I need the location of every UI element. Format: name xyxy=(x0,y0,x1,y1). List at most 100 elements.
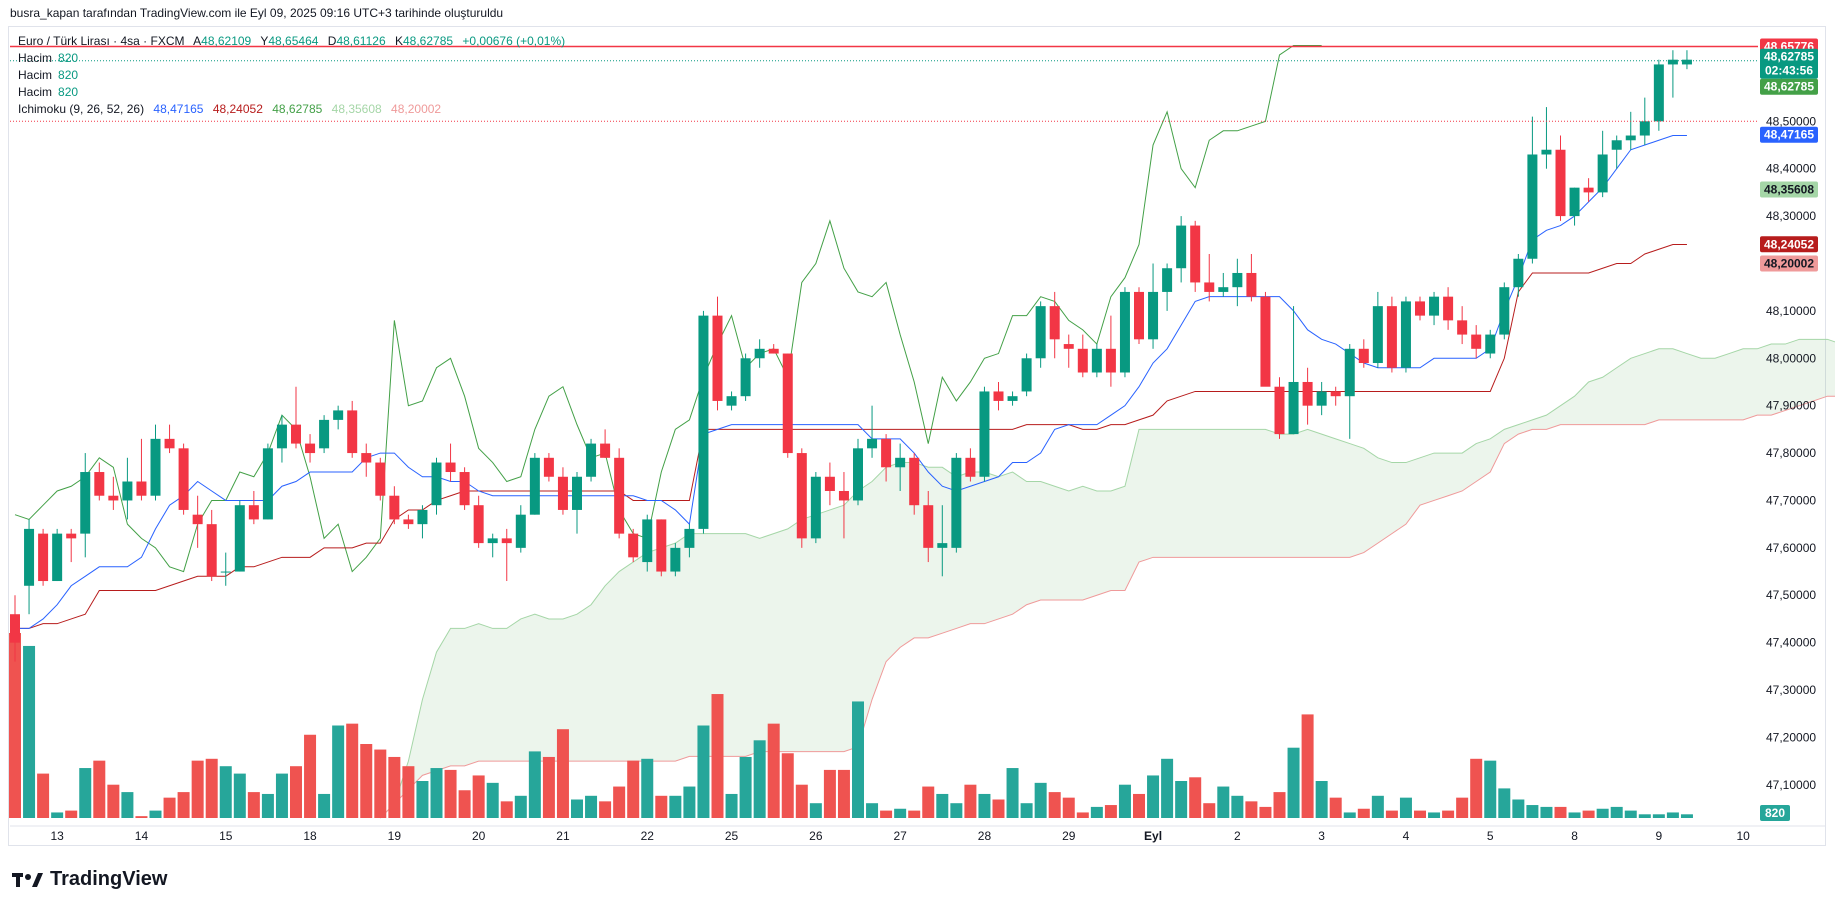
candle-body xyxy=(1190,225,1201,283)
candle-body xyxy=(1204,282,1215,292)
volume-bar xyxy=(1147,775,1160,818)
volume-bar xyxy=(500,801,513,818)
volume-bar xyxy=(711,694,724,818)
volume-bar xyxy=(458,790,471,818)
time-tick-label: 10 xyxy=(1736,829,1750,843)
candle-body xyxy=(1681,59,1692,65)
countdown-text: 02:43:56 xyxy=(1765,64,1813,78)
volume-bar xyxy=(992,799,1005,818)
volume-bar xyxy=(1680,814,1693,818)
chart-frame[interactable] xyxy=(8,26,1826,846)
volume-bar xyxy=(332,725,345,818)
price-tick-label: 48,10000 xyxy=(1766,304,1816,318)
candle-body xyxy=(1218,287,1229,292)
candles xyxy=(10,50,1692,662)
kijun-sen-line xyxy=(15,244,1687,629)
price-tick-label: 47,60000 xyxy=(1766,541,1816,555)
candle-body xyxy=(1274,386,1285,435)
volume-bar xyxy=(402,766,415,818)
volume-bar xyxy=(219,766,232,818)
volume-badge-bg xyxy=(1760,805,1790,821)
candle-body xyxy=(993,391,1004,401)
volume-bar xyxy=(1442,810,1455,818)
candle-body xyxy=(895,457,906,468)
candle-body xyxy=(586,443,597,477)
volume-bar xyxy=(1414,810,1426,818)
candle-body xyxy=(459,472,470,506)
volume-bar xyxy=(1624,810,1637,818)
candle-body xyxy=(600,443,611,458)
time-tick-label: Eyl xyxy=(1144,829,1162,843)
candle-body xyxy=(543,457,554,477)
volume-bar xyxy=(1343,812,1356,818)
volume-bar xyxy=(1568,812,1581,818)
volume-bar xyxy=(177,792,190,818)
candle-body xyxy=(403,519,414,525)
volume-bar xyxy=(9,633,21,818)
volume-bar xyxy=(823,769,836,818)
legend-ichimoku-row[interactable]: Ichimoku (9, 26, 52, 26) 48,47165 48,240… xyxy=(18,101,565,118)
candle-body xyxy=(333,410,344,420)
candle-body xyxy=(1260,296,1271,387)
candle-body xyxy=(698,315,709,529)
volume-bar xyxy=(1484,760,1497,818)
volume-bar xyxy=(1329,797,1342,818)
candle-body xyxy=(136,481,147,496)
volume-bar xyxy=(1076,812,1089,818)
symbol-title[interactable]: Euro / Türk Lirası · 4sa · FXCM xyxy=(18,34,185,48)
candle-body xyxy=(375,462,386,496)
candle-body xyxy=(1035,306,1046,359)
candle-body xyxy=(1162,268,1173,292)
volume-bar xyxy=(1666,812,1679,818)
volume-bar xyxy=(1652,814,1665,818)
candle-body xyxy=(1625,135,1636,141)
volume-bar xyxy=(1062,797,1075,818)
volume-bar xyxy=(613,786,626,818)
candle-body xyxy=(1232,272,1243,288)
candle-body xyxy=(782,353,793,454)
candle-body xyxy=(1541,149,1552,155)
volume-bar xyxy=(866,803,879,818)
candle-body xyxy=(122,481,133,501)
candle-body xyxy=(150,438,161,496)
candle-body xyxy=(712,315,723,401)
legend-volume-row[interactable]: Hacim 820 xyxy=(18,50,565,67)
volume-bar xyxy=(837,769,850,818)
tradingview-logo-text: TradingView xyxy=(50,868,168,890)
ohlc-open: 48,62109 xyxy=(201,34,252,48)
candle-body xyxy=(670,547,681,572)
time-tick-label: 19 xyxy=(388,829,402,843)
candle-body xyxy=(487,538,498,544)
volume-bar xyxy=(486,782,499,818)
ichimoku-tenkan-value: 48,47165 xyxy=(153,102,204,116)
ohlc-high: 48,65464 xyxy=(268,34,319,48)
volume-bar xyxy=(247,792,260,818)
candle-body xyxy=(1513,258,1524,288)
price-badge-text: 48,62785 xyxy=(1764,80,1814,94)
volume-bar xyxy=(1315,781,1328,818)
volume-bar xyxy=(908,810,921,818)
volume-value: 820 xyxy=(58,85,79,99)
candle-body xyxy=(557,476,568,510)
candle-body xyxy=(52,533,63,582)
time-tick-label: 5 xyxy=(1487,829,1494,843)
time-tick-label: 9 xyxy=(1656,829,1663,843)
volume-bar xyxy=(360,744,373,818)
attribution-text: busra_kapan tarafından TradingView.com i… xyxy=(10,6,504,20)
volume-bar xyxy=(191,760,204,818)
volume-bar xyxy=(950,803,963,818)
candle-body xyxy=(206,524,217,577)
tradingview-logo[interactable]: TradingView xyxy=(12,868,167,891)
volume-bar xyxy=(374,749,387,818)
candle-body xyxy=(347,410,358,454)
legend-volume-row[interactable]: Hacim 820 xyxy=(18,67,565,84)
candle-body xyxy=(1400,301,1411,368)
candle-body xyxy=(361,453,372,463)
candle-body xyxy=(1499,287,1510,335)
candle-body xyxy=(937,543,948,548)
legend-volume-row[interactable]: Hacim 820 xyxy=(18,84,565,101)
ohlc-close-label: K xyxy=(394,34,403,48)
candle-body xyxy=(909,457,920,506)
candle-body xyxy=(1077,348,1088,373)
